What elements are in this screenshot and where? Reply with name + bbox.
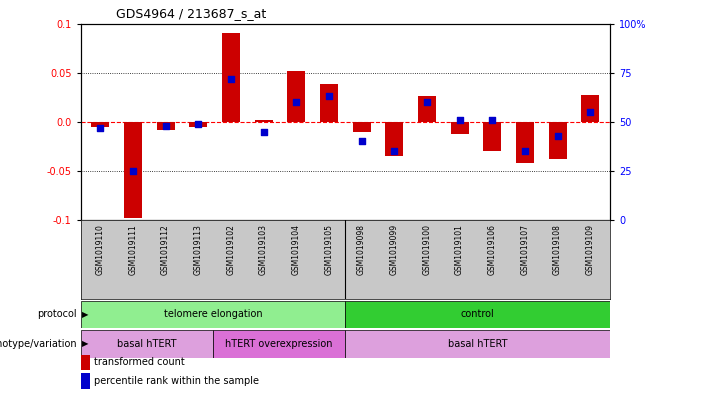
Text: GSM1019101: GSM1019101 [455,224,464,275]
Text: GSM1019104: GSM1019104 [292,224,301,275]
Bar [451,122,468,134]
Text: GSM1019113: GSM1019113 [193,224,203,275]
Text: basal hTERT: basal hTERT [448,339,508,349]
Bar [81,330,213,358]
Bar [386,122,403,156]
Text: GSM1019107: GSM1019107 [520,224,529,275]
Point [388,148,400,154]
Text: hTERT overexpression: hTERT overexpression [225,339,333,349]
Bar [287,71,305,122]
Bar [516,122,534,163]
Bar [549,122,566,159]
Point [193,121,204,127]
Text: GSM1019112: GSM1019112 [161,224,170,275]
Bar [156,122,175,130]
Bar [346,301,610,328]
Text: GSM1019098: GSM1019098 [357,224,366,275]
Point [519,148,531,154]
Text: ▶: ▶ [82,340,88,348]
Point [421,99,433,105]
Bar [581,95,599,122]
Point [486,117,498,123]
Text: ▶: ▶ [82,310,88,319]
Bar [124,122,142,218]
Point [552,132,563,139]
Text: control: control [461,309,494,320]
Text: GSM1019110: GSM1019110 [96,224,104,275]
Text: GDS4964 / 213687_s_at: GDS4964 / 213687_s_at [116,7,266,20]
Bar [418,96,436,122]
Point [160,123,171,129]
Point [225,75,236,82]
Bar [81,373,90,389]
Bar [320,84,338,122]
Point [95,125,106,131]
Text: genotype/variation: genotype/variation [0,339,77,349]
Bar [81,354,90,370]
Text: telomere elongation: telomere elongation [163,309,262,320]
Point [258,129,269,135]
Bar [91,122,109,127]
Text: GSM1019106: GSM1019106 [488,224,497,275]
Bar [189,122,207,127]
Point [356,138,367,145]
Text: GSM1019103: GSM1019103 [259,224,268,275]
Text: transformed count: transformed count [94,358,184,367]
Bar [254,120,273,122]
Point [323,93,334,99]
Text: protocol: protocol [37,309,77,320]
Text: GSM1019099: GSM1019099 [390,224,399,275]
Point [585,109,596,115]
Text: GSM1019108: GSM1019108 [553,224,562,275]
Text: GSM1019105: GSM1019105 [325,224,334,275]
Text: GSM1019111: GSM1019111 [128,224,137,275]
Bar [222,33,240,122]
Point [454,117,465,123]
Text: basal hTERT: basal hTERT [117,339,177,349]
Bar [346,330,610,358]
Text: GSM1019109: GSM1019109 [586,224,594,275]
Bar [483,122,501,151]
Point [128,168,139,174]
Text: GSM1019100: GSM1019100 [423,224,431,275]
Point [291,99,302,105]
Text: GSM1019102: GSM1019102 [226,224,236,275]
Text: percentile rank within the sample: percentile rank within the sample [94,376,259,386]
Bar [81,301,346,328]
Bar [213,330,346,358]
Bar [353,122,371,132]
